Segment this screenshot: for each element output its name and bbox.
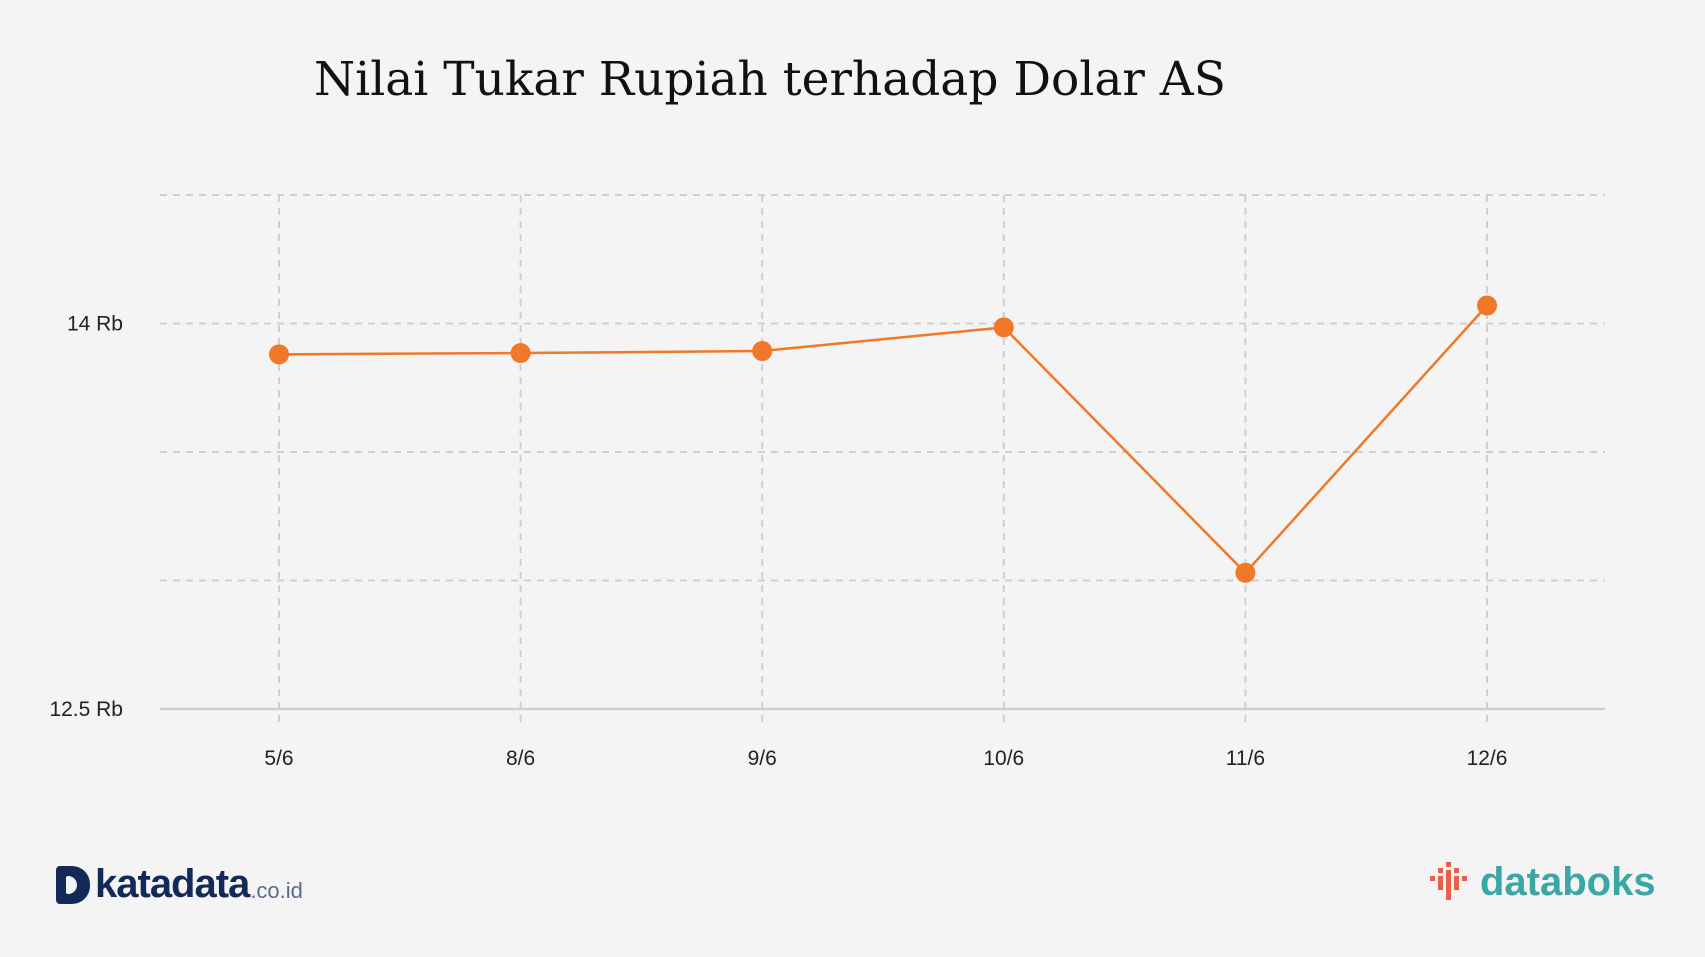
x-tick-label: 11/6	[1226, 747, 1265, 770]
data-point	[752, 340, 773, 361]
katadata-logo-word: katadata	[95, 862, 250, 906]
x-tick-label: 8/6	[506, 747, 535, 770]
y-tick-label: 12.5 Rb	[49, 698, 123, 721]
data-point	[269, 344, 289, 365]
series-line	[278, 304, 1488, 575]
grid-layer	[160, 194, 1605, 723]
tick-label-layer: 14 Rb 12.5 Rb 5/6 8/6 9/6 10/6 11/6 12/6	[49, 313, 1507, 771]
databoks-logo: databoks	[1428, 858, 1656, 906]
y-tick-label: 14 Rb	[67, 313, 123, 336]
x-tick-label: 5/6	[264, 747, 293, 770]
series-layer	[269, 295, 1497, 583]
chart-title: Nilai Tukar Rupiah terhadap Dolar AS	[314, 52, 1226, 107]
x-tick-label: 12/6	[1467, 747, 1508, 770]
data-point	[1235, 562, 1256, 583]
databoks-logo-word: databoks	[1480, 859, 1656, 904]
katadata-logo-suffix: .co.id	[250, 878, 303, 903]
katadata-mark-icon	[56, 866, 90, 904]
data-point	[993, 317, 1014, 338]
data-point	[510, 343, 531, 364]
databoks-mark-icon	[1430, 862, 1467, 900]
data-point	[1477, 295, 1497, 316]
x-tick-label: 10/6	[983, 747, 1024, 770]
katadata-logo: katadata .co.id	[56, 858, 303, 904]
x-tick-label: 9/6	[748, 747, 777, 770]
